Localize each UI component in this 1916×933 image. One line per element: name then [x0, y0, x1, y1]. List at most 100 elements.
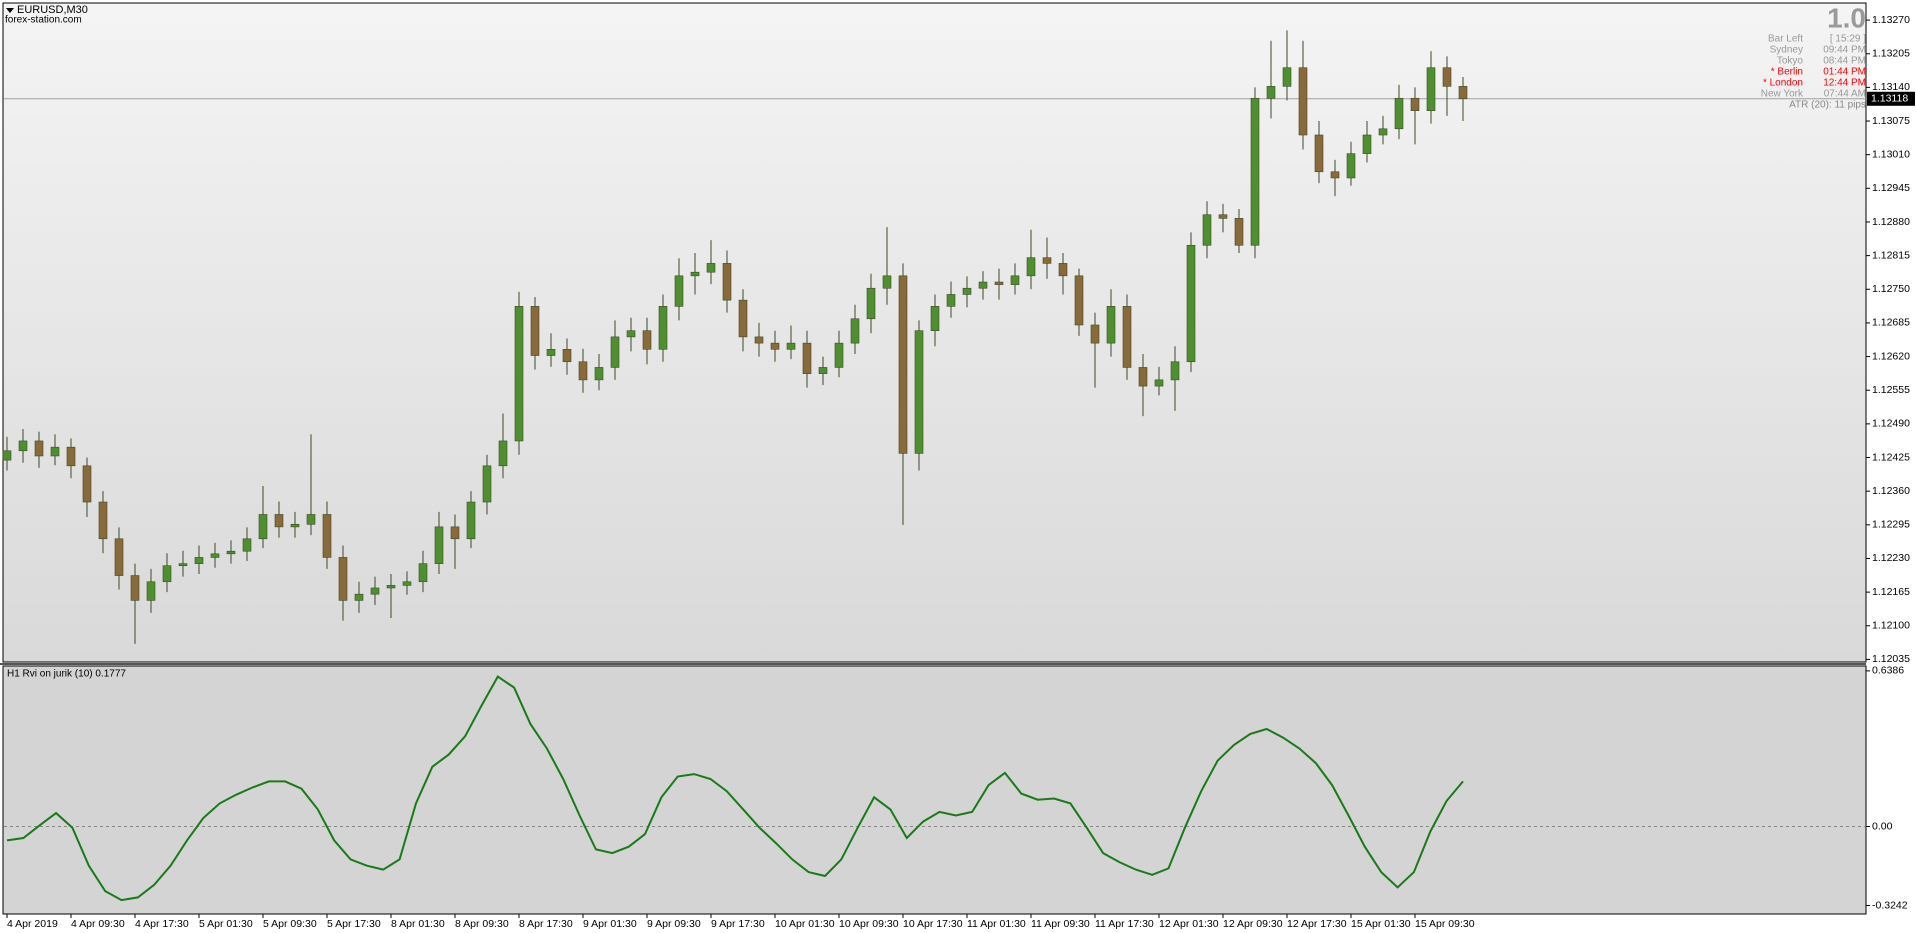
y-tick-label: 1.12620: [1872, 350, 1910, 362]
x-tick-label: 4 Apr 17:30: [135, 918, 189, 930]
candle-body: [898, 275, 908, 454]
candle-body: [418, 563, 428, 583]
x-tick-label: 9 Apr 17:30: [711, 918, 765, 930]
candle-body: [114, 538, 124, 576]
candle-body: [738, 299, 748, 338]
candle-body: [194, 557, 204, 564]
candle-body: [1106, 306, 1116, 344]
info-label: New York: [1761, 89, 1804, 100]
info-value: 08:44 PM: [1823, 56, 1866, 67]
candle-body: [2, 450, 12, 461]
candle-body: [962, 287, 972, 295]
y-tick-label: 1.12360: [1872, 485, 1910, 497]
info-label: Bar Left: [1768, 34, 1803, 45]
candle-body: [18, 440, 28, 452]
x-tick-label: 11 Apr 01:30: [967, 918, 1026, 930]
y-tick-label: 0.00: [1872, 820, 1893, 832]
y-tick-label: 1.13270: [1872, 14, 1910, 26]
candle-body: [610, 336, 620, 368]
x-tick-label: 5 Apr 01:30: [199, 918, 253, 930]
candle-body: [306, 514, 316, 525]
candle-body: [1394, 97, 1404, 130]
x-tick-label: 10 Apr 17:30: [903, 918, 963, 930]
y-tick-label: 1.12750: [1872, 283, 1910, 295]
candle-body: [1298, 67, 1308, 136]
candle-body: [1026, 257, 1036, 277]
menu-triangle[interactable]: [6, 8, 14, 13]
candle-body: [482, 465, 492, 503]
candle-body: [1218, 214, 1228, 219]
candle-body: [130, 575, 140, 601]
spread-value: 1.0: [1827, 2, 1866, 33]
candle-body: [1010, 275, 1020, 285]
y-tick-label: 1.12815: [1872, 249, 1910, 261]
candle-body: [946, 294, 956, 307]
x-tick-label: 9 Apr 09:30: [647, 918, 701, 930]
candle-body: [1378, 128, 1388, 136]
candle-body: [658, 306, 668, 350]
candle-body: [722, 263, 732, 301]
y-tick-label: -0.3242: [1872, 899, 1908, 911]
candle-body: [258, 514, 268, 540]
candle-body: [1250, 97, 1260, 246]
candle-body: [450, 526, 460, 540]
y-tick-label: 1.12555: [1872, 384, 1910, 396]
y-tick-label: 1.12685: [1872, 317, 1910, 329]
candle-body: [1170, 361, 1180, 381]
candle-body: [1154, 379, 1164, 387]
candle-body: [642, 330, 652, 350]
info-value: 09:44 PM: [1823, 45, 1866, 56]
indicator-line: [6, 675, 1464, 902]
candle-body: [866, 287, 876, 320]
x-tick-label: 8 Apr 17:30: [519, 918, 573, 930]
candle-body: [338, 557, 348, 601]
y-tick-label: 1.12945: [1872, 182, 1910, 194]
candle-body: [1282, 67, 1292, 87]
candle-body: [562, 349, 572, 363]
x-tick-label: 4 Apr 09:30: [71, 918, 125, 930]
x-tick-label: 12 Apr 09:30: [1223, 918, 1283, 930]
y-tick-label: 0.6386: [1872, 665, 1904, 677]
x-tick-label: 12 Apr 17:30: [1287, 918, 1347, 930]
y-tick-label: 1.13140: [1872, 81, 1910, 93]
candle-body: [930, 306, 940, 331]
info-value: [ 15:29 ]: [1830, 34, 1866, 45]
candle-body: [1314, 134, 1324, 173]
x-tick-label: 15 Apr 09:30: [1415, 918, 1475, 930]
atr-label: ATR (20): 11 pips: [1789, 100, 1866, 111]
x-tick-label: 11 Apr 09:30: [1031, 918, 1090, 930]
symbol-title: EURUSD,M30: [17, 4, 88, 16]
candle-body: [594, 367, 604, 381]
candle-body: [802, 342, 812, 374]
candle-body: [1074, 275, 1084, 326]
x-tick-label: 10 Apr 01:30: [775, 918, 835, 930]
candle-body: [1266, 86, 1276, 99]
candle-body: [354, 593, 364, 601]
y-tick-label: 1.12165: [1872, 586, 1910, 598]
candle-body: [850, 318, 860, 344]
candle-body: [498, 440, 508, 467]
candle-body: [514, 306, 524, 442]
info-value: 07:44 AM: [1824, 89, 1866, 100]
candle-body: [1426, 67, 1436, 111]
info-value: 01:44 PM: [1823, 67, 1866, 78]
candle-body: [546, 349, 556, 356]
x-tick-label: 8 Apr 01:30: [391, 918, 445, 930]
candle-body: [1410, 97, 1420, 111]
candle-body: [98, 501, 108, 540]
y-tick-label: 1.12295: [1872, 519, 1910, 531]
y-tick-label: 1.12425: [1872, 451, 1910, 463]
x-tick-label: 15 Apr 01:30: [1351, 918, 1411, 930]
candle-body: [1090, 324, 1100, 344]
info-label: * Berlin: [1771, 67, 1803, 78]
candle-body: [786, 342, 796, 350]
candle-body: [770, 342, 780, 350]
last-price-label: 1.13118: [1871, 93, 1908, 105]
candle-body: [674, 275, 684, 307]
candle-body: [1362, 134, 1372, 154]
candle-body: [290, 523, 300, 528]
last-price-box: [1867, 91, 1915, 106]
candle-body: [226, 550, 236, 555]
